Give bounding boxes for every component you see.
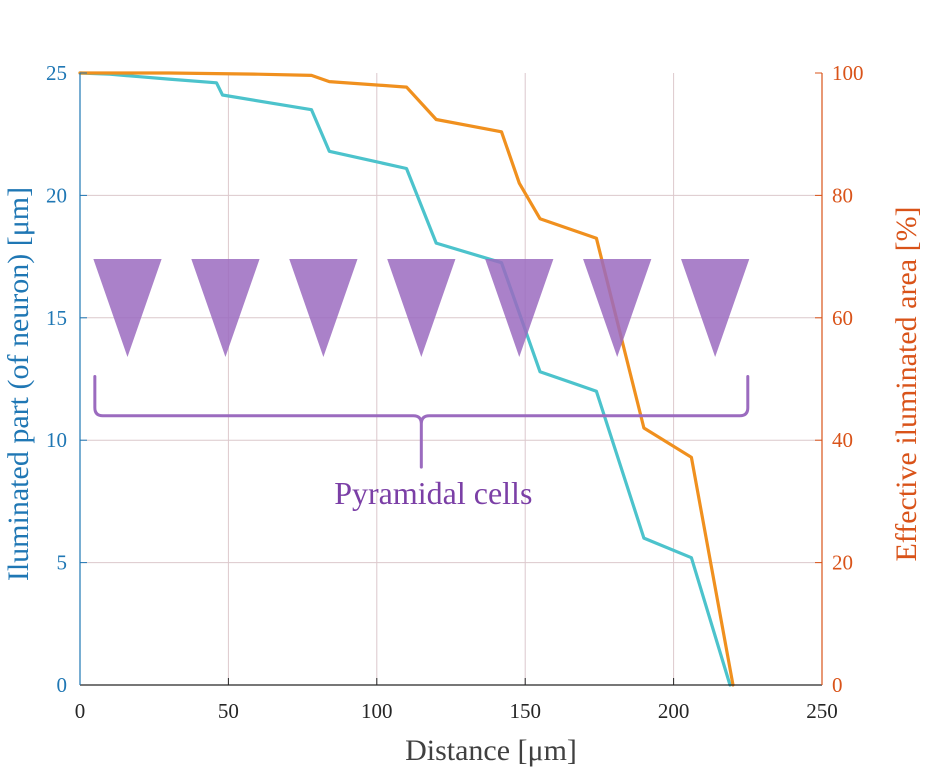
x-tick-label: 50 <box>218 699 239 723</box>
series-line-effective-area <box>78 71 735 687</box>
x-tick-label: 200 <box>658 699 690 723</box>
series-lines <box>78 71 735 687</box>
pyramidal-cell-triangle <box>191 259 260 357</box>
y-left-tick-label: 20 <box>46 183 67 207</box>
y-left-tick-label: 5 <box>57 551 68 575</box>
pyramidal-cell-triangle <box>681 259 750 357</box>
y-right-tick-label: 100 <box>832 61 864 85</box>
y-right-tick-label: 60 <box>832 306 853 330</box>
y-right-tick-label: 80 <box>832 183 853 207</box>
pyramidal-cell-triangle <box>289 259 358 357</box>
y-axis-right-label: Effective iluminated area [%] <box>890 206 923 561</box>
pyramidal-cells-brace <box>93 375 750 469</box>
grid-lines <box>80 73 822 685</box>
y-right-tick-label: 40 <box>832 428 853 452</box>
pyramidal-cell-triangle <box>485 259 554 357</box>
y-left-tick-label: 15 <box>46 306 67 330</box>
x-tick-label: 150 <box>509 699 541 723</box>
y-right-tick-label: 0 <box>832 673 843 697</box>
pyramidal-cell-triangle <box>583 259 652 357</box>
axes <box>79 72 823 686</box>
y-left-tick-label: 10 <box>46 428 67 452</box>
pyramidal-cell-triangle <box>93 259 162 357</box>
y-left-tick-label: 25 <box>46 61 67 85</box>
x-tick-label: 0 <box>75 699 86 723</box>
y-axis-left-label: Iluminated part (of neuron) [μm] <box>2 187 35 581</box>
x-tick-label: 250 <box>806 699 838 723</box>
x-tick-label: 100 <box>361 699 393 723</box>
series-line-illuminated-part <box>78 71 732 687</box>
y-right-tick-label: 20 <box>832 551 853 575</box>
x-axis-label: Distance [μm] <box>405 734 577 767</box>
pyramidal-cell-triangle <box>387 259 456 357</box>
y-left-tick-label: 0 <box>57 673 68 697</box>
pyramidal-cells-label: Pyramidal cells <box>334 475 532 511</box>
pyramidal-annotation: Pyramidal cells <box>93 259 750 511</box>
